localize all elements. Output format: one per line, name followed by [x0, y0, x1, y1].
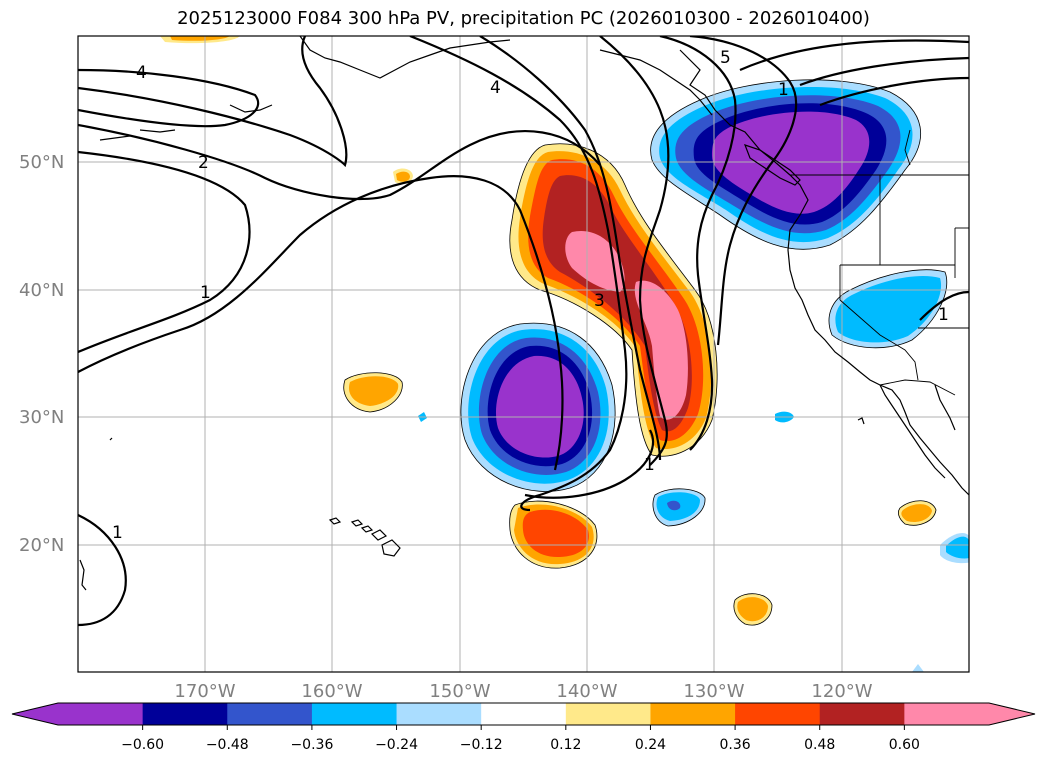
pv-contours [78, 36, 969, 627]
lat-label-50n: 50°N [19, 152, 64, 173]
blob-blue-south-core [667, 500, 681, 511]
lon-label-170w: 170°W [174, 681, 235, 702]
contour-label-1-northeast: 1 [778, 80, 789, 100]
contour-labels: 4 2 1 4 5 1 3 1 1 1 [112, 48, 949, 543]
contour-label-1-southwest: 1 [112, 523, 123, 543]
contour-label-4-west: 4 [136, 63, 147, 83]
colorbar-bin [481, 703, 567, 725]
contour-label-2: 2 [198, 153, 209, 173]
colorbar-tick-label: −0.12 [460, 737, 503, 753]
contour-label-3: 3 [594, 291, 605, 311]
colorbar-outline [11, 702, 1036, 726]
positive-anomaly-band [509, 143, 718, 457]
colorbar-bin [904, 703, 990, 725]
political-borders [790, 129, 969, 396]
colorbar-bin [819, 703, 905, 725]
colorbar-tick-label: 0.12 [550, 737, 581, 753]
negative-anomaly-northeast [650, 79, 921, 250]
colorbar-tick-label: −0.36 [290, 737, 333, 753]
colorbar-tick-label: 0.48 [804, 737, 835, 753]
colorbar-bin [650, 703, 736, 725]
lon-label-140w: 140°W [556, 681, 617, 702]
blob-small-north [396, 171, 410, 182]
map-area: 4 2 1 4 5 1 3 1 1 1 [78, 36, 969, 672]
contour-label-1-west: 1 [200, 283, 211, 303]
lat-label-30n: 30°N [19, 407, 64, 428]
blob-orange-sw [737, 597, 768, 622]
colorbar-tick-label: −0.60 [121, 737, 164, 753]
blob-tiny-bottom [912, 664, 924, 672]
contour-label-1-south: 1 [644, 455, 655, 475]
colorbar-over-arrow [989, 703, 1035, 725]
ne-0.60 [712, 111, 870, 214]
colorbar-bin [142, 703, 228, 725]
map-frame [77, 35, 970, 673]
latitude-labels: 50°N 40°N 30°N 20°N [19, 152, 64, 556]
contour-label-1-east: 1 [938, 305, 949, 325]
colorbar-bin [735, 703, 821, 725]
lon-label-120w: 120°W [811, 681, 872, 702]
colorbar-tick-label: −0.24 [375, 737, 418, 753]
colorbar: −0.60 −0.48 −0.36 −0.24 −0.12 0.12 0.24 0.36 0.4… [11, 702, 1036, 753]
blob-orange-west [348, 376, 399, 406]
colorbar-bin [396, 703, 482, 725]
lon-label-150w: 150°W [429, 681, 490, 702]
colorbar-bin [311, 703, 398, 725]
colorbar-under-arrow [12, 703, 58, 725]
colorbar-tick-label: −0.48 [206, 737, 249, 753]
colorbar-bin [565, 703, 651, 725]
negative-anomaly-california [829, 269, 947, 348]
lon-label-130w: 130°W [683, 681, 744, 702]
blob-blue-mexico [946, 536, 969, 559]
colorbar-tick-label: 0.60 [889, 737, 920, 753]
band-0.60-south [634, 280, 688, 420]
small-anomalies [160, 36, 969, 672]
colorbar-bin [227, 703, 313, 725]
longitude-labels: 170°W 160°W 150°W 140°W 130°W 120°W [174, 681, 872, 702]
figure-title: 2025123000 F084 300 hPa PV, precipitatio… [177, 8, 870, 29]
colorbar-tick-label: 0.24 [635, 737, 666, 753]
gridlines [78, 36, 969, 672]
colorbar-tick-label: 0.36 [720, 737, 751, 753]
lon-label-160w: 160°W [301, 681, 362, 702]
ca-0.24 [835, 275, 942, 343]
blob-orange-mexico [901, 504, 932, 522]
blob-top [170, 36, 230, 41]
contour-label-5: 5 [720, 48, 731, 68]
negative-anomaly-west [460, 323, 616, 492]
colorbar-bin [58, 703, 144, 725]
lat-label-40n: 40°N [19, 280, 64, 301]
contour-label-4-center: 4 [490, 78, 501, 98]
lat-label-20n: 20°N [19, 535, 64, 556]
